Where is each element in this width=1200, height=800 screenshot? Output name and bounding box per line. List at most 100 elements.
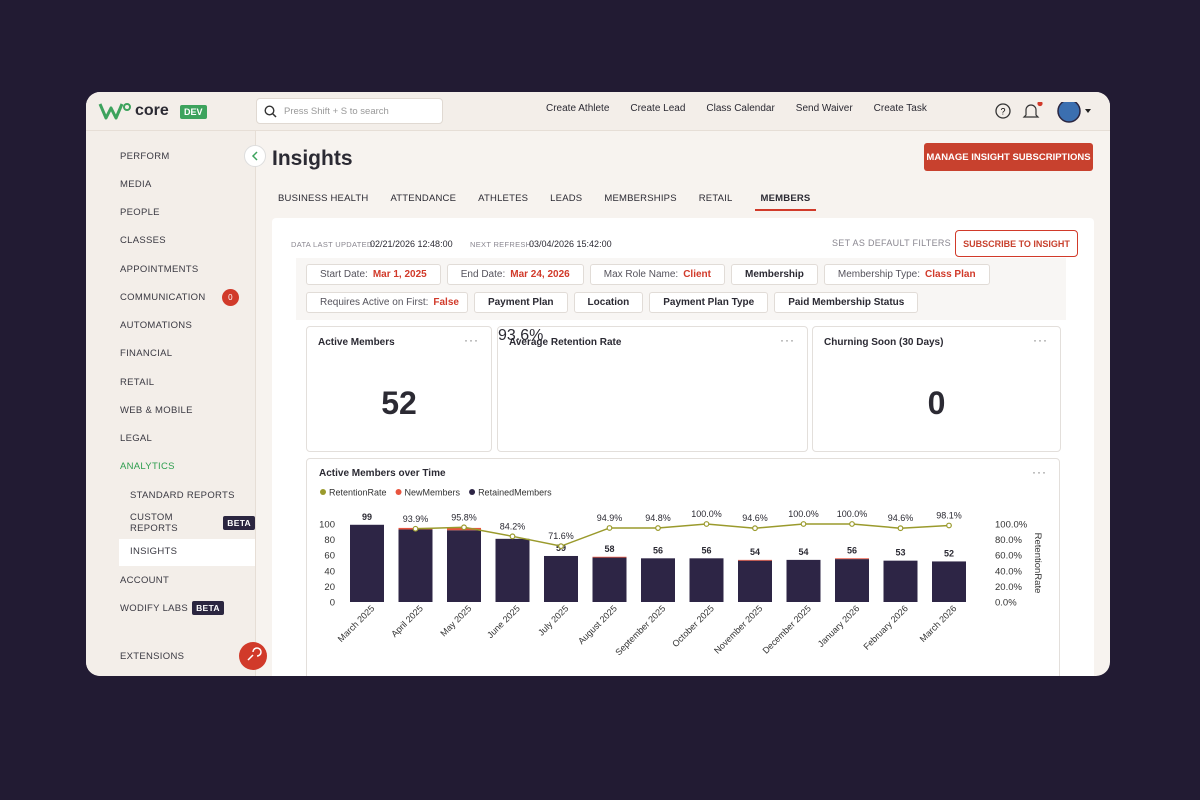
quick-action-label: Create Task [873,103,927,114]
nav-item[interactable]: ACCOUNT [86,567,255,593]
nav-item[interactable]: PEOPLE [86,200,255,226]
bar-segment [835,558,869,560]
filter-value: Class Plan [924,269,976,280]
nav-label: ANALYTICS [120,461,175,472]
help-fab[interactable] [238,641,268,671]
nav-tag: BETA [223,516,255,531]
nav-text: LEGAL [120,433,153,444]
nav-label: CUSTOM REPORTS BETA [130,512,255,534]
nav-item[interactable]: CLASSES [86,228,255,254]
nav-item[interactable]: CUSTOM REPORTS BETA [86,510,255,536]
line [415,523,950,547]
tab[interactable]: ATHLETES [478,193,529,204]
gauge-value: 93.6% [498,327,544,344]
tab[interactable]: LEADS [550,193,583,204]
collapse-button[interactable] [243,145,267,169]
filter-chip[interactable]: Membership [730,264,818,285]
filter-chip[interactable]: Payment Plan [473,292,568,313]
line-point [897,525,904,532]
manage-subscriptions-button[interactable]: MANAGE INSIGHT SUBSCRIPTIONS [924,143,1093,171]
tab[interactable]: RETAIL [698,193,733,204]
nav-item[interactable]: COMMUNICATION 0 [86,284,255,310]
nav-text: FINANCIAL [120,348,173,360]
tab[interactable]: BUSINESS HEALTH [278,193,369,204]
default-filters-link[interactable]: SET AS DEFAULT FILTERS [832,238,951,248]
nav-item[interactable]: LEGAL [86,426,255,452]
tab[interactable]: ATTENDANCE [390,193,457,204]
nav-item[interactable]: ANALYTICS [86,454,255,480]
nav-item[interactable]: FINANCIAL [86,341,255,367]
bar-segment [835,559,869,602]
y-tick-label: 40 [324,566,335,577]
x-tick-label: March 2025 [336,603,377,644]
sidebar: PERFORM MEDIA PEOPLE CLASSES APPOINTMENTS COM… [86,131,256,676]
filter-label: Paid Membership Status [788,297,905,308]
bar-segment [786,559,821,602]
nav-text: PERFORM [120,150,170,162]
x-tick-label: March 2026 [918,603,959,644]
filter-chip[interactable]: Location [573,292,644,313]
filter-chip[interactable]: Max Role Name: Client [589,264,725,285]
line-value-label: 94.6% [888,513,914,523]
nav-item[interactable]: INSIGHTS [86,538,255,564]
nav-item[interactable]: PERFORM [86,143,255,169]
nav-item[interactable]: APPOINTMENTS [86,256,255,282]
tab[interactable]: MEMBERS [754,193,817,211]
legend-label: RetainedMembers [478,488,552,498]
quick-action[interactable]: Class Calendar [701,103,774,114]
quick-action[interactable]: Send Waiver [791,103,853,114]
nav-item[interactable]: WODIFY LABS BETA [86,595,255,621]
filter-label: Membership [744,269,804,280]
line-value-label: 95.8% [451,512,477,522]
card-title: Churning Soon (30 Days) [824,337,944,348]
bar-total-label: 99 [362,512,372,522]
x-tick-label: December 2025 [761,603,813,655]
filter-label: Location [587,297,630,308]
nav-tag: BETA [192,601,224,615]
chart: Active Members over Time RetentionRate New… [319,468,1043,657]
nav-text: WODIFY LABS [120,602,189,614]
tab[interactable]: MEMBERSHIPS [604,193,677,204]
quick-action[interactable]: Create Task [869,103,927,114]
nav-item[interactable]: EXTENSIONS [86,643,255,669]
kpi-card: Churning Soon (30 Days) ··· 0 [812,326,1061,452]
nav-item[interactable]: MEDIA [86,171,255,197]
bar-segment [592,557,627,602]
line-value-label: 93.9% [403,514,429,524]
nav-label: WODIFY LABS BETA [120,601,224,615]
card-menu[interactable]: ··· [780,333,795,347]
card-menu[interactable]: ··· [1032,465,1047,479]
filter-chip[interactable]: Payment Plan Type [649,292,769,313]
card-title: Average Retention Rate [509,337,622,348]
nav-item[interactable]: WEB & MOBILE [86,397,255,423]
nav-text: STANDARD REPORTS [130,489,235,501]
y2-tick-label: 100.0% [995,520,1028,531]
nav-text: WEB & MOBILE [120,404,193,416]
line-point [558,543,564,550]
x-tick-label: November 2025 [712,603,764,655]
search-icon [264,105,277,118]
search-box[interactable]: Press Shift + S to search [256,98,443,124]
quick-action[interactable]: Create Athlete [541,103,609,114]
bar-segment [398,529,433,602]
quick-action-label: Create Lead [630,103,686,114]
nav-badge: 0 [222,288,239,306]
nav-item[interactable]: AUTOMATIONS [86,313,255,339]
filter-chip[interactable]: Paid Membership Status [774,292,919,313]
nav-item[interactable]: RETAIL [86,369,255,395]
line-point [606,525,613,531]
quick-action[interactable]: Create Lead [625,103,685,114]
filter-chip[interactable]: Requires Active on First: False [306,292,468,313]
card-menu[interactable]: ··· [464,333,479,347]
line-value-label: 100.0% [837,509,868,519]
filter-chip[interactable]: Membership Type: Class Plan [823,264,990,285]
nav-label: EXTENSIONS [120,651,184,662]
filter-chip[interactable]: End Date: Mar 24, 2026 [446,264,584,285]
nav-item[interactable]: STANDARD REPORTS [86,482,255,508]
subscribe-button[interactable]: SUBSCRIBE TO INSIGHT [955,230,1078,257]
card-menu[interactable]: ··· [1033,333,1048,347]
top-bar: core DEV Press Shift + S to search Creat… [86,92,1110,131]
line-value-label: 94.6% [742,513,768,523]
filter-chip[interactable]: Start Date: Mar 1, 2025 [306,264,441,285]
bar-segment [350,524,384,602]
